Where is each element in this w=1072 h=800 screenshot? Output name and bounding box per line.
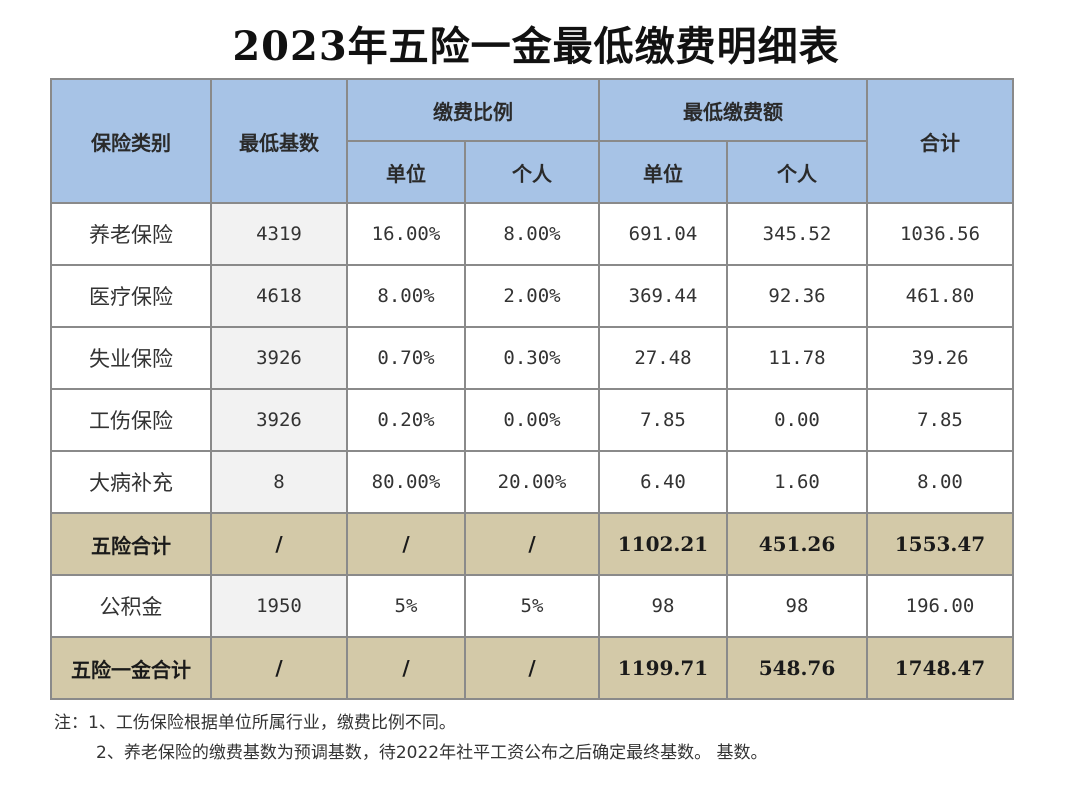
cell-total: 1553.47 [866, 512, 1014, 576]
cell-amount-personal: 98 [726, 574, 868, 638]
header-amount-personal: 个人 [726, 140, 868, 204]
cell-base: 3926 [210, 388, 348, 452]
cell-rate-unit: 8.00% [346, 264, 466, 328]
cell-category: 大病补充 [50, 450, 212, 514]
cell-amount-personal: 0.00 [726, 388, 868, 452]
cell-rate-personal: / [464, 636, 600, 700]
cell-total: 7.85 [866, 388, 1014, 452]
cell-category: 五险合计 [50, 512, 212, 576]
header-base: 最低基数 [210, 78, 348, 204]
header-rate-group: 缴费比例 [346, 78, 600, 142]
cell-amount-personal: 548.76 [726, 636, 868, 700]
cell-base: 3926 [210, 326, 348, 390]
cell-rate-unit: 0.20% [346, 388, 466, 452]
table-row: 工伤保险 3926 0.20% 0.00% 7.85 0.00 7.85 [50, 388, 1014, 452]
cell-amount-personal: 345.52 [726, 202, 868, 266]
cell-base: 4618 [210, 264, 348, 328]
table-row: 失业保险 3926 0.70% 0.30% 27.48 11.78 39.26 [50, 326, 1014, 390]
cell-rate-unit: 0.70% [346, 326, 466, 390]
cell-total: 1036.56 [866, 202, 1014, 266]
fee-table: 保险类别 最低基数 缴费比例 最低缴费额 合计 单位 个人 单位 个人 养老保险… [50, 78, 1014, 700]
cell-amount-unit: 1102.21 [598, 512, 728, 576]
subtotal-row: 五险合计 / / / 1102.21 451.26 1553.47 [50, 512, 1014, 576]
cell-category: 工伤保险 [50, 388, 212, 452]
cell-rate-unit: 80.00% [346, 450, 466, 514]
cell-base: / [210, 636, 348, 700]
cell-amount-unit: 27.48 [598, 326, 728, 390]
cell-rate-unit: / [346, 636, 466, 700]
cell-total: 196.00 [866, 574, 1014, 638]
cell-amount-unit: 1199.71 [598, 636, 728, 700]
cell-category: 医疗保险 [50, 264, 212, 328]
cell-amount-personal: 11.78 [726, 326, 868, 390]
cell-rate-personal: 20.00% [464, 450, 600, 514]
table-row: 公积金 1950 5% 5% 98 98 196.00 [50, 574, 1014, 638]
cell-rate-personal: 8.00% [464, 202, 600, 266]
cell-category: 养老保险 [50, 202, 212, 266]
cell-base: 4319 [210, 202, 348, 266]
header-amount-group: 最低缴费额 [598, 78, 868, 142]
cell-rate-personal: 0.00% [464, 388, 600, 452]
table-row: 养老保险 4319 16.00% 8.00% 691.04 345.52 103… [50, 202, 1014, 266]
cell-amount-unit: 691.04 [598, 202, 728, 266]
cell-category: 五险一金合计 [50, 636, 212, 700]
cell-rate-personal: / [464, 512, 600, 576]
cell-amount-personal: 451.26 [726, 512, 868, 576]
cell-rate-personal: 2.00% [464, 264, 600, 328]
header-category: 保险类别 [50, 78, 212, 204]
cell-rate-personal: 0.30% [464, 326, 600, 390]
cell-amount-unit: 369.44 [598, 264, 728, 328]
cell-rate-unit: 16.00% [346, 202, 466, 266]
cell-total: 8.00 [866, 450, 1014, 514]
header-amount-unit: 单位 [598, 140, 728, 204]
header-row: 保险类别 最低基数 缴费比例 最低缴费额 合计 [50, 78, 1014, 204]
footnote-1: 注：1、工伤保险根据单位所属行业，缴费比例不同。 [54, 713, 456, 733]
cell-amount-unit: 98 [598, 574, 728, 638]
table-row: 医疗保险 4618 8.00% 2.00% 369.44 92.36 461.8… [50, 264, 1014, 328]
table-row: 大病补充 8 80.00% 20.00% 6.40 1.60 8.00 [50, 450, 1014, 514]
cell-rate-unit: 5% [346, 574, 466, 638]
cell-base: 1950 [210, 574, 348, 638]
header-rate-personal: 个人 [464, 140, 600, 204]
footnote-2: 2、养老保险的缴费基数为预调基数，待2022年社平工资公布之后确定最终基数。 基… [96, 743, 768, 763]
cell-category: 失业保险 [50, 326, 212, 390]
cell-total: 1748.47 [866, 636, 1014, 700]
header-total: 合计 [866, 78, 1014, 204]
cell-rate-unit: / [346, 512, 466, 576]
cell-amount-personal: 92.36 [726, 264, 868, 328]
cell-base: 8 [210, 450, 348, 514]
cell-base: / [210, 512, 348, 576]
cell-total: 39.26 [866, 326, 1014, 390]
footnotes: 注：1、工伤保险根据单位所属行业，缴费比例不同。 2、养老保险的缴费基数为预调基… [54, 708, 767, 768]
cell-rate-personal: 5% [464, 574, 600, 638]
grand-total-row: 五险一金合计 / / / 1199.71 548.76 1748.47 [50, 636, 1014, 700]
cell-amount-unit: 6.40 [598, 450, 728, 514]
header-rate-unit: 单位 [346, 140, 466, 204]
header-subrow: 单位 个人 单位 个人 [51, 140, 1013, 204]
page-title: 2023年五险一金最低缴费明细表 [232, 23, 840, 70]
cell-amount-personal: 1.60 [726, 450, 868, 514]
cell-amount-unit: 7.85 [598, 388, 728, 452]
cell-total: 461.80 [866, 264, 1014, 328]
cell-category: 公积金 [50, 574, 212, 638]
